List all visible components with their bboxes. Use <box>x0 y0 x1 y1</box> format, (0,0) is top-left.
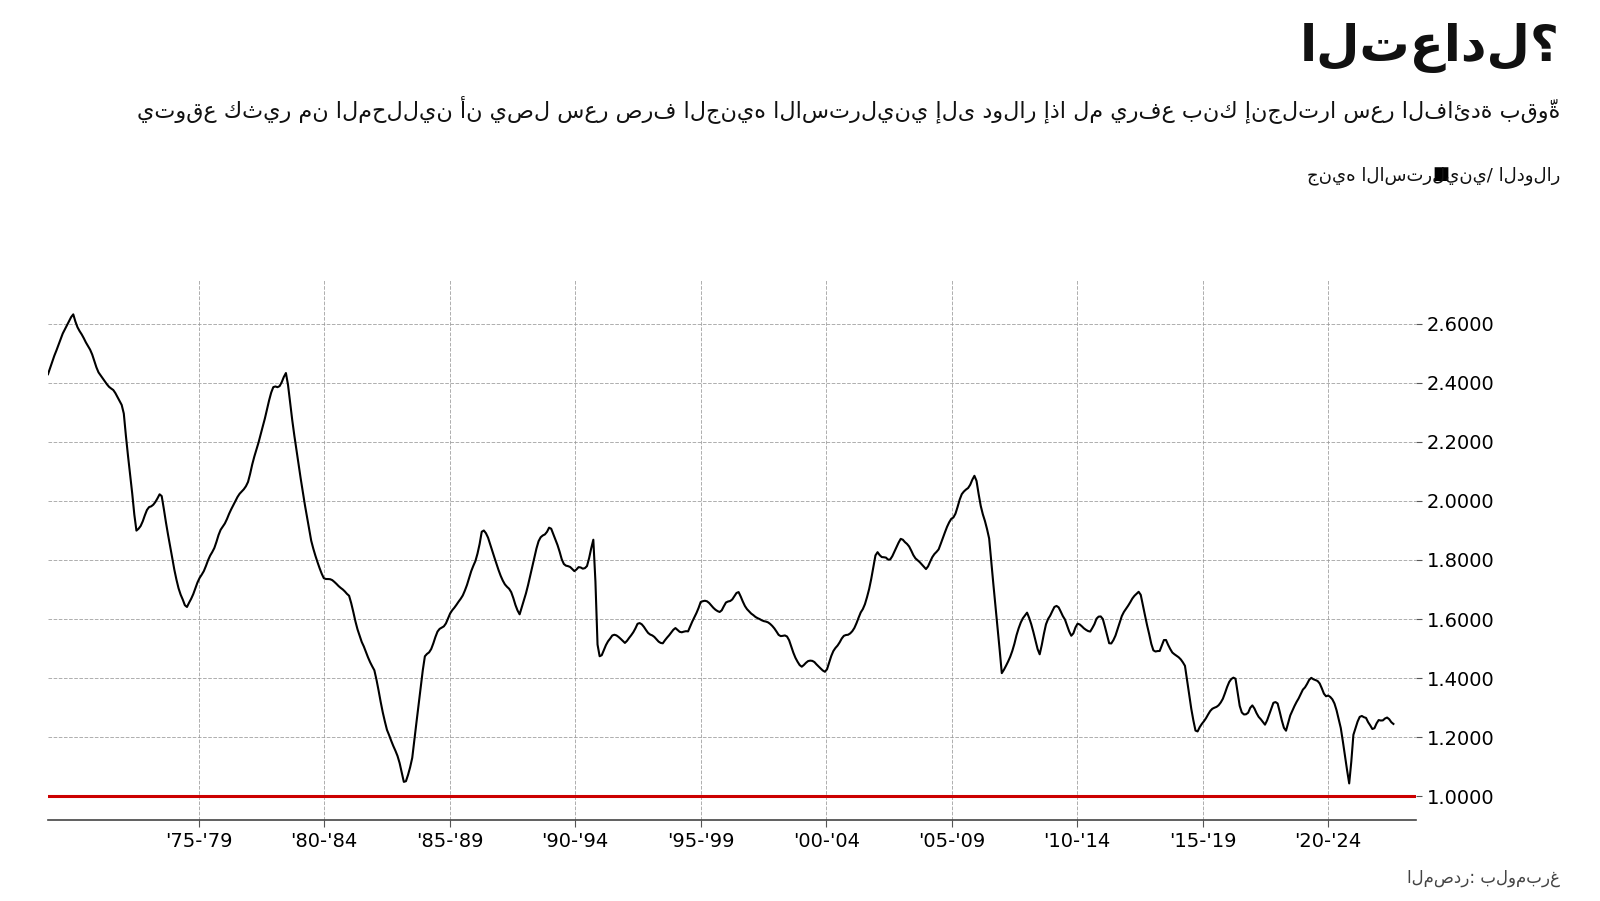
Text: جنيه الاسترليني/ الدولار: جنيه الاسترليني/ الدولار <box>1307 167 1560 186</box>
Text: ■: ■ <box>1432 165 1450 183</box>
Text: يتوقع كثير من المحللين أن يصل سعر صرف الجنيه الاسترليني إلى دولار إذا لم يرفع بن: يتوقع كثير من المحللين أن يصل سعر صرف ال… <box>136 95 1560 123</box>
Text: التعادل؟: التعادل؟ <box>1301 23 1560 72</box>
Text: المصدر: بلومبرغ: المصدر: بلومبرغ <box>1406 869 1560 887</box>
